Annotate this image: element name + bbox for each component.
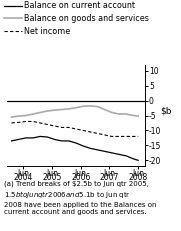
- Text: 2008: 2008: [129, 173, 148, 182]
- Text: 2006: 2006: [71, 173, 90, 182]
- Text: 2004: 2004: [14, 173, 33, 182]
- Text: Balance on goods and services: Balance on goods and services: [24, 14, 149, 23]
- Text: 2005: 2005: [43, 173, 62, 182]
- Text: Net income: Net income: [24, 27, 70, 36]
- Text: Jun: Jun: [46, 169, 58, 178]
- Y-axis label: $b: $b: [160, 106, 171, 116]
- Text: Jun: Jun: [75, 169, 87, 178]
- Text: (a) Trend breaks of $2.5b to Jun qtr 2005,
$1.5b to Jun qtr 2006 and $5.1b to Ju: (a) Trend breaks of $2.5b to Jun qtr 200…: [4, 180, 156, 215]
- Text: Jun: Jun: [132, 169, 144, 178]
- Text: Jun: Jun: [18, 169, 30, 178]
- Text: 2007: 2007: [100, 173, 119, 182]
- Text: Balance on current account: Balance on current account: [24, 1, 135, 10]
- Text: Jun: Jun: [104, 169, 115, 178]
